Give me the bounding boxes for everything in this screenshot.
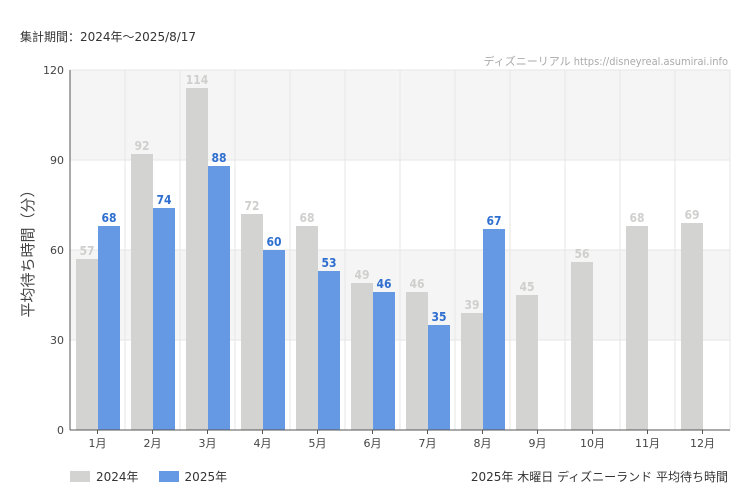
data-label-2024: 92 — [134, 139, 149, 153]
legend: 2024年 2025年 — [70, 468, 227, 485]
bar-2024 — [626, 226, 648, 430]
legend-item-2024[interactable]: 2024年 — [70, 468, 139, 485]
data-label-2025: 35 — [431, 310, 446, 324]
bar-2025 — [483, 229, 505, 430]
data-label-2024: 68 — [629, 211, 644, 225]
x-tick-label: 11月 — [635, 437, 660, 450]
data-label-2025: 53 — [321, 256, 336, 270]
bar-2024 — [461, 313, 483, 430]
data-label-2025: 46 — [376, 277, 391, 291]
period-label: 集計期間：2024年～2025/8/17 — [20, 30, 197, 44]
x-tick-label: 6月 — [364, 437, 382, 450]
x-tick-label: 9月 — [529, 437, 547, 450]
data-label-2024: 69 — [684, 208, 699, 222]
legend-item-2025[interactable]: 2025年 — [158, 468, 228, 485]
data-label-2024: 39 — [464, 298, 479, 312]
legend-label-2024: 2024年 — [96, 470, 139, 484]
data-label-2024: 46 — [409, 277, 424, 291]
bar-2025 — [318, 271, 340, 430]
y-axis-label: 平均待ち時間（分） — [19, 182, 37, 317]
bar-2024 — [186, 88, 208, 430]
x-tick-label: 10月 — [580, 437, 605, 450]
bar-2025 — [98, 226, 120, 430]
legend-swatch-2025 — [158, 471, 179, 482]
bar-2025 — [263, 250, 285, 430]
data-label-2024: 114 — [186, 73, 209, 87]
bar-2024 — [571, 262, 593, 430]
bar-2024 — [131, 154, 153, 430]
source-label: ディズニーリアル https://disneyreal.asumirai.inf… — [483, 55, 728, 68]
bar-2024 — [296, 226, 318, 430]
x-tick-label: 4月 — [254, 437, 272, 450]
data-label-2025: 68 — [101, 211, 116, 225]
bar-2024 — [516, 295, 538, 430]
legend-label-2025: 2025年 — [184, 470, 228, 484]
data-label-2025: 74 — [156, 193, 172, 207]
data-label-2025: 88 — [211, 151, 226, 165]
x-tick-label: 7月 — [419, 437, 437, 450]
x-tick-label: 12月 — [690, 437, 715, 450]
y-tick-label: 60 — [50, 244, 64, 257]
bar-2024 — [351, 283, 373, 430]
data-label-2024: 56 — [574, 247, 589, 261]
chart-bars — [76, 88, 703, 430]
bar-2025 — [428, 325, 450, 430]
x-tick-label: 1月 — [89, 437, 107, 450]
x-tick-label: 8月 — [474, 437, 492, 450]
y-tick-label: 30 — [50, 334, 64, 347]
y-tick-label: 120 — [43, 64, 64, 77]
data-label-2024: 57 — [79, 244, 94, 258]
x-tick-label: 5月 — [309, 437, 327, 450]
data-label-2025: 67 — [486, 214, 501, 228]
chart-axes: 0 30 60 90 120 1月 2月 3月 4月 5月 6月 7月 8月 9月 10月 11月 12月 — [43, 64, 730, 450]
chart-data-labels: 57 68 92 74 114 88 72 60 68 53 49 46 46 35 39 67 45 56 68 6… — [79, 73, 699, 324]
y-tick-label: 0 — [57, 424, 64, 437]
bar-2024 — [76, 259, 98, 430]
legend-swatch-2024 — [70, 471, 90, 482]
x-tick-label: 2月 — [144, 437, 162, 450]
data-label-2024: 49 — [354, 268, 369, 282]
bar-2024 — [406, 292, 428, 430]
data-label-2024: 72 — [244, 199, 259, 213]
bar-2024 — [681, 223, 703, 430]
data-label-2025: 60 — [266, 235, 281, 249]
bar-2025 — [373, 292, 395, 430]
bar-2024 — [241, 214, 263, 430]
data-label-2024: 68 — [299, 211, 314, 225]
data-label-2024: 45 — [519, 280, 534, 294]
y-tick-label: 90 — [50, 154, 64, 167]
bar-2025 — [208, 166, 230, 430]
chart-caption: 2025年 木曜日 ディズニーランド 平均待ち時間 — [470, 470, 728, 484]
x-tick-label: 3月 — [199, 437, 217, 450]
bar-2025 — [153, 208, 175, 430]
